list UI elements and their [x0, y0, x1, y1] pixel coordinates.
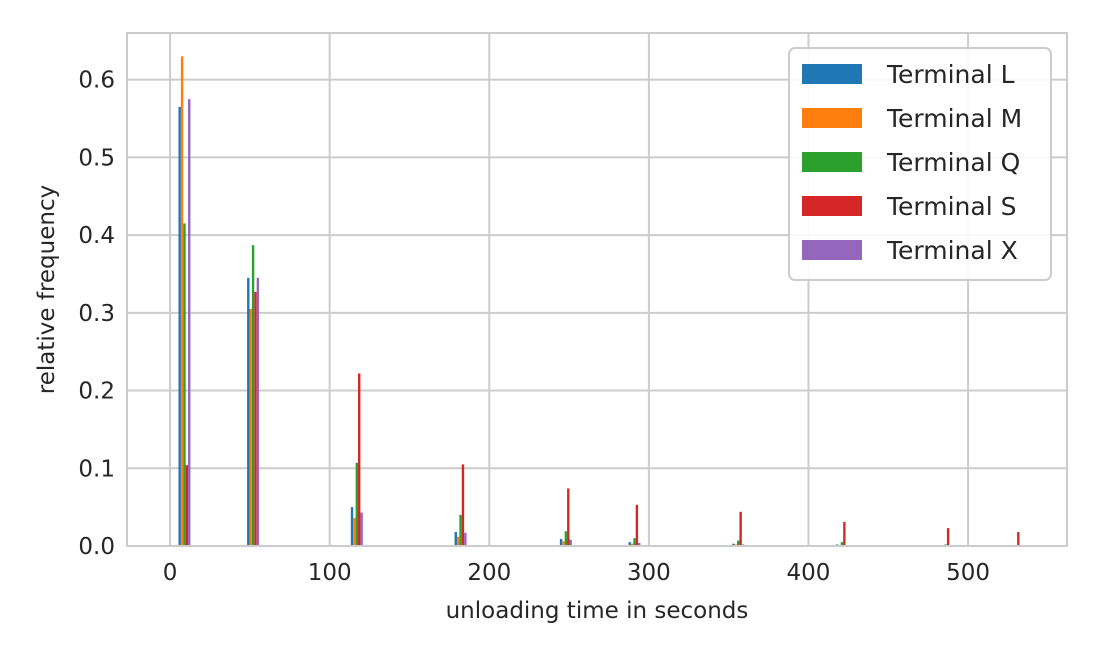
- bar: [567, 488, 570, 546]
- bar: [454, 532, 457, 546]
- bar: [559, 539, 563, 546]
- x-tick-label: 500: [946, 560, 990, 586]
- legend-box: [788, 47, 1052, 281]
- bar: [569, 539, 572, 546]
- y-tick-label: 0.4: [78, 223, 115, 249]
- bar: [251, 245, 255, 547]
- x-tick-labels: 0 100 200 300 400 500: [163, 560, 990, 586]
- bar: [456, 536, 460, 546]
- legend-label: Terminal L: [886, 60, 1015, 89]
- legend-label: Terminal Q: [886, 148, 1020, 177]
- bar: [254, 291, 257, 546]
- legend: Terminal L Terminal M Terminal Q Terminal S…: [788, 47, 1052, 281]
- y-tick-label: 0.2: [78, 379, 115, 405]
- bar: [1017, 532, 1020, 546]
- bar: [840, 542, 844, 546]
- bar: [185, 465, 189, 546]
- x-tick-label: 400: [787, 560, 831, 586]
- legend-label: Terminal M: [886, 104, 1022, 133]
- x-tick-label: 0: [163, 560, 178, 586]
- legend-label: Terminal X: [886, 236, 1018, 265]
- bar: [562, 541, 565, 546]
- bar: [350, 507, 354, 546]
- legend-swatch: [802, 108, 862, 128]
- bar: [737, 540, 740, 546]
- bar: [256, 277, 260, 546]
- bar: [247, 277, 250, 546]
- bar: [732, 543, 735, 546]
- bar: [188, 99, 191, 547]
- legend-swatch: [802, 152, 862, 172]
- bar: [628, 542, 631, 546]
- legend-label: Terminal S: [886, 192, 1016, 221]
- bar: [353, 518, 356, 546]
- bar: [638, 542, 641, 546]
- x-tick-label: 200: [467, 560, 511, 586]
- y-tick-label: 0.5: [78, 145, 115, 171]
- bar: [178, 106, 181, 546]
- bar: [464, 532, 467, 546]
- bar: [249, 308, 252, 546]
- plot-frame: [126, 32, 1068, 547]
- bar: [843, 521, 846, 546]
- x-tick-label: 300: [627, 560, 671, 586]
- bar: [180, 56, 184, 547]
- bar: [635, 504, 639, 546]
- bar: [358, 373, 361, 546]
- legend-swatch: [802, 196, 862, 216]
- y-tick-label: 0.6: [78, 68, 115, 94]
- bar: [459, 514, 462, 546]
- bar: [355, 462, 359, 546]
- y-axis-title: relative frequency: [34, 185, 60, 394]
- legend-swatch: [802, 64, 862, 84]
- x-axis-title: unloading time in seconds: [446, 598, 749, 624]
- y-tick-label: 0.0: [78, 534, 115, 560]
- bars: [178, 56, 1020, 547]
- y-tick-labels: 0.0 0.1 0.2 0.3 0.4 0.5 0.6: [78, 68, 115, 560]
- bar: [946, 528, 950, 546]
- bar: [183, 223, 186, 546]
- bar: [461, 464, 465, 546]
- bar: [630, 543, 634, 546]
- bar: [564, 531, 568, 546]
- bar: [739, 511, 742, 546]
- legend-swatch: [802, 240, 862, 260]
- bar: [360, 512, 363, 546]
- y-tick-label: 0.1: [78, 456, 115, 482]
- bar: [633, 538, 636, 546]
- x-tick-label: 100: [308, 560, 352, 586]
- y-tick-label: 0.3: [78, 301, 115, 327]
